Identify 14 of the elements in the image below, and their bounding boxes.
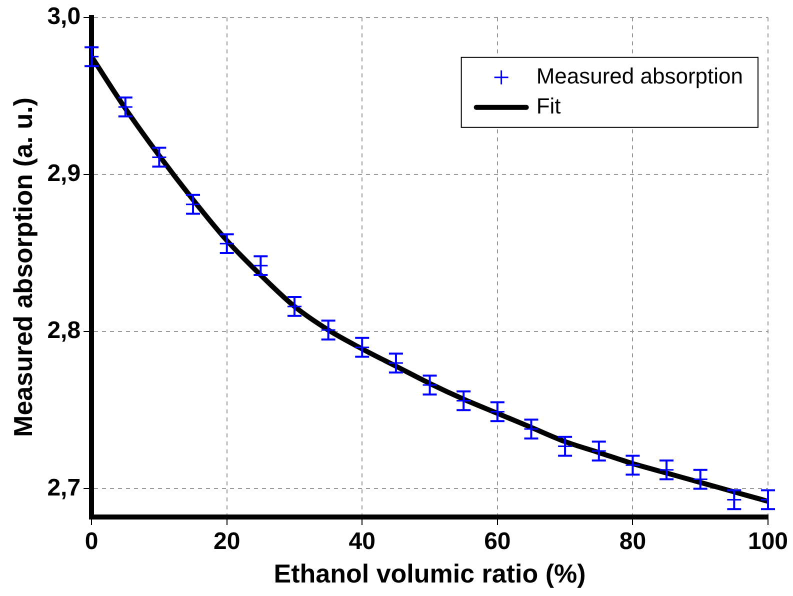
legend-label: Fit: [536, 93, 561, 118]
x-axis-title: Ethanol volumic ratio (%): [274, 558, 586, 589]
x-tick-label: 0: [84, 528, 98, 556]
y-tick-label: 2,8: [47, 317, 81, 344]
x-tick-label: 60: [484, 528, 511, 556]
legend-label: Measured absorption: [536, 63, 744, 88]
x-tick-label: 40: [348, 528, 376, 556]
x-tick-label: 80: [619, 528, 646, 556]
y-tick-label: 2,9: [47, 160, 81, 188]
y-tick-label: 3,0: [47, 3, 81, 30]
x-tick-label: 100: [748, 528, 788, 556]
y-axis-title: Measured absorption (a. u.): [8, 97, 38, 437]
x-tick-label: 20: [214, 528, 240, 556]
y-tick-label: 2,7: [47, 474, 81, 502]
